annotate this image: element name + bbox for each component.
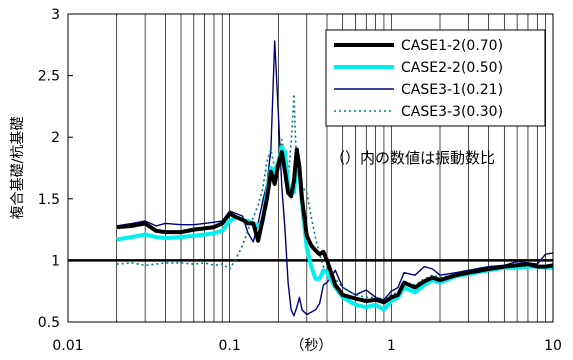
legend-label: CASE1-2(0.70) xyxy=(401,38,503,54)
legend-label: CASE3-1(0.21) xyxy=(401,82,503,98)
series-line-case1-2-0-70- xyxy=(116,147,554,305)
y-tick-label: 1 xyxy=(51,253,60,269)
x-tick-labels: 0.01 0.1 1 10 xyxy=(52,338,562,354)
x-tick-label: 10 xyxy=(544,338,562,354)
x-tick-label: 0.01 xyxy=(52,338,83,354)
y-tick-label: 1.5 xyxy=(38,192,60,208)
annotation-note: （）内の数値は振動数比 xyxy=(330,149,495,167)
x-tick-label: 0.1 xyxy=(219,338,241,354)
x-axis-label: （秒） xyxy=(290,338,332,354)
y-axis-label: 複合基礎/杭基礎 xyxy=(9,117,26,220)
y-tick-label: 0.5 xyxy=(38,315,60,331)
legend-label: CASE3-3(0.30) xyxy=(401,104,503,120)
y-tick-label: 2.5 xyxy=(38,69,60,85)
plot-frame xyxy=(67,13,554,323)
x-tick-label: 1 xyxy=(387,338,396,354)
series-group xyxy=(116,40,554,317)
legend-label: CASE2-2(0.50) xyxy=(401,60,503,76)
legend: CASE1-2(0.70) CASE2-2(0.50) CASE3-1(0.21) C… xyxy=(325,29,546,127)
y-tick-label: 2 xyxy=(51,130,60,146)
y-tick-labels: 0.5 1 1.5 2 2.5 3 xyxy=(38,7,73,331)
y-tick-label: 3 xyxy=(51,7,60,23)
